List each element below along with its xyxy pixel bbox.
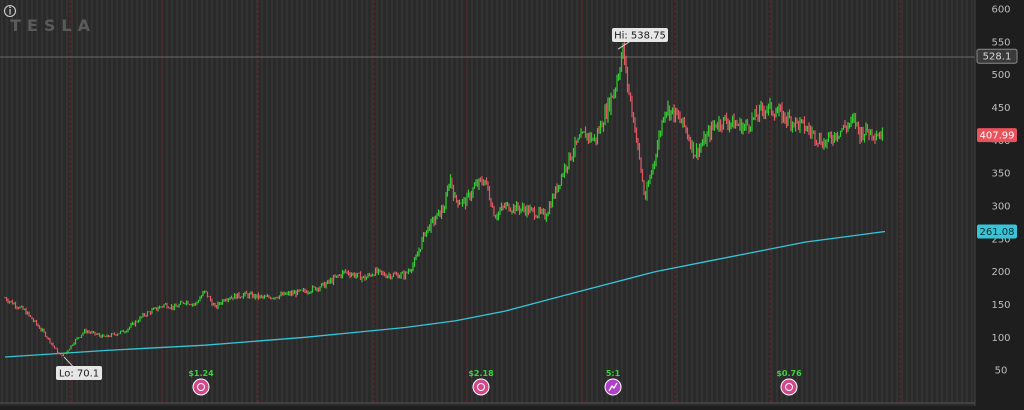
price-tick-label: 500 (991, 70, 1010, 81)
dividend-icon (780, 378, 798, 396)
dividend-icon (192, 378, 210, 396)
corporate-events: $1.24 $2.18 5:1 $0.76 (188, 369, 802, 396)
price-tick-label: 600 (991, 5, 1010, 16)
low-callout: Lo: 70.1 (56, 356, 102, 380)
price-tag-reference: 528.1 (976, 48, 1018, 64)
moving-average-line[interactable] (4, 230, 886, 358)
price-tag-label: 528.1 (983, 52, 1012, 63)
vertical-grid-lines (1, 0, 973, 403)
info-icon[interactable] (3, 4, 17, 18)
event-dividend[interactable]: $0.76 (776, 369, 802, 396)
symbol-watermark: TESLA (10, 16, 96, 35)
event-dividend[interactable]: $2.18 (468, 369, 494, 396)
event-label: 5:1 (606, 369, 621, 378)
event-label: $0.76 (776, 369, 802, 378)
price-tick-label: 100 (991, 333, 1010, 344)
price-axis-background (975, 0, 1024, 406)
price-tick-label: 550 (991, 37, 1010, 48)
high-callout-label: Hi: 538.75 (614, 31, 666, 42)
price-tick-label: 350 (991, 169, 1010, 180)
price-tags: 528.1 407.99 261.08 (976, 48, 1018, 239)
low-callout-label: Lo: 70.1 (59, 369, 99, 380)
dividend-icon (472, 378, 490, 396)
price-tag-label: 261.08 (980, 227, 1015, 238)
price-tick-label: 450 (991, 103, 1010, 114)
price-tick-label: 250 (991, 234, 1010, 245)
price-bars[interactable] (4, 40, 884, 357)
price-tick-label: 200 (991, 267, 1010, 278)
extreme-annotations: Hi: 538.75 Lo: 70.1 (56, 28, 668, 380)
event-dividend[interactable]: $1.24 (188, 369, 214, 396)
price-tick-label: 50 (995, 366, 1008, 377)
event-split[interactable]: 5:1 (604, 369, 622, 396)
price-tick-label: 300 (991, 202, 1010, 213)
price-tag-moving-average: 261.08 (977, 224, 1017, 239)
price-tag-last: 407.99 (977, 128, 1017, 143)
high-callout: Hi: 538.75 (612, 28, 668, 50)
price-tag-label: 407.99 (980, 131, 1015, 142)
event-label: $2.18 (468, 369, 494, 378)
price-tick-label: 150 (991, 300, 1010, 311)
event-label: $1.24 (188, 369, 214, 378)
